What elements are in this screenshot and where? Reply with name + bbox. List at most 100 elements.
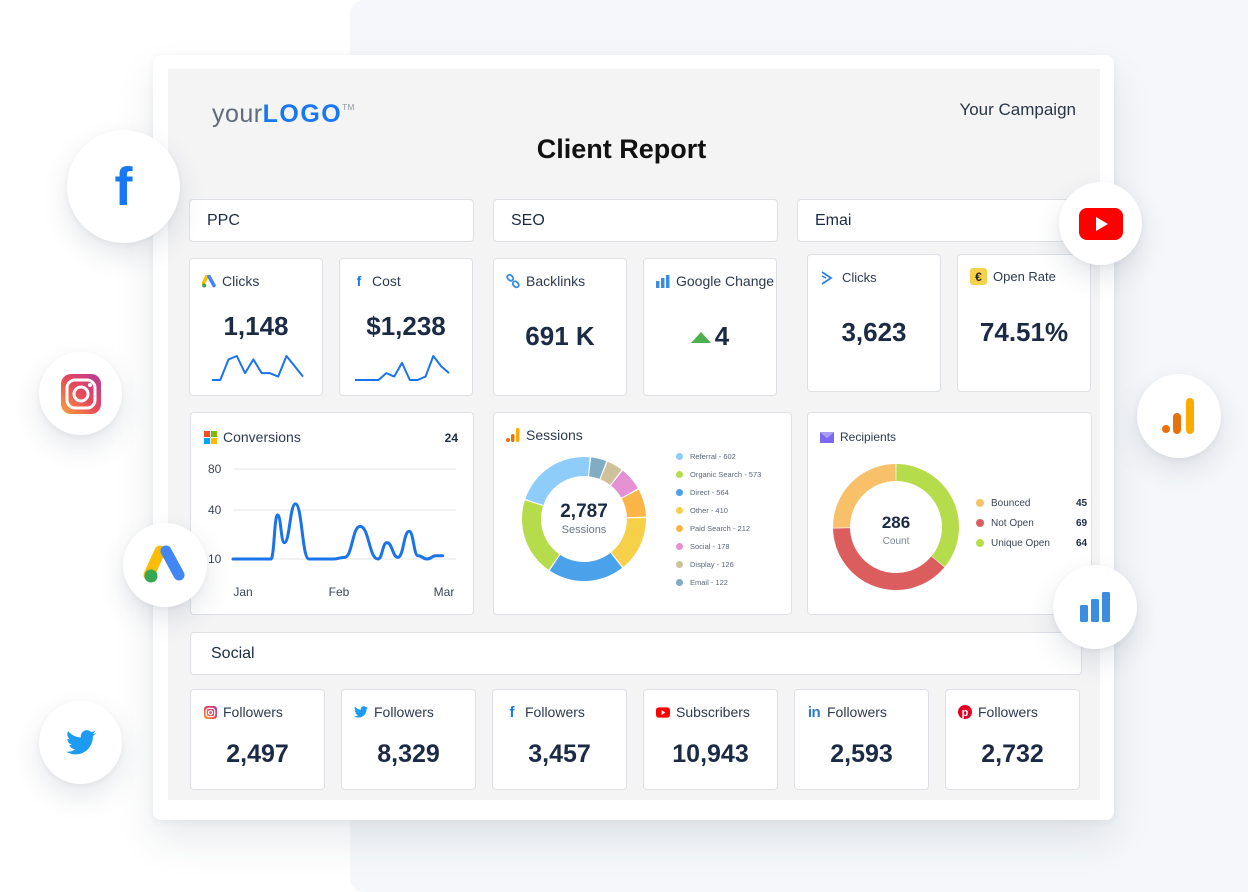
microsoft-icon: [203, 430, 217, 444]
donut-slice-display[interactable]: [600, 461, 622, 485]
legend-item: Other - 410: [676, 501, 761, 519]
card-value: 8,329: [377, 740, 440, 768]
donut-slice-other[interactable]: [611, 518, 646, 567]
pinterest-icon: p: [958, 705, 972, 719]
social-card-twitter[interactable]: Followers 8,329: [341, 689, 476, 790]
ppc-clicks-card[interactable]: Clicks 1,148: [189, 258, 323, 396]
card-label: Conversions: [223, 429, 301, 445]
facebook-bubble: f: [67, 130, 180, 243]
recipients-donut: [833, 464, 959, 590]
card-value: 4: [714, 321, 730, 351]
section-ppc: PPC: [189, 199, 474, 242]
conversions-total: 24: [444, 431, 458, 445]
logo-light-text: your: [212, 100, 263, 128]
email-open-rate-card[interactable]: € Open Rate 74.51%: [957, 254, 1091, 392]
sessions-total: 2,787: [560, 501, 608, 522]
legend-label: Not Open: [991, 517, 1034, 529]
card-value: 3,457: [528, 740, 591, 768]
logo: yourLOGOTM: [212, 100, 355, 129]
sessions-sublabel: Sessions: [561, 524, 607, 536]
facebook-icon: f: [509, 703, 515, 721]
y-tick-label: 80: [208, 462, 222, 476]
legend-label: Email - 122: [690, 577, 728, 587]
recipients-sublabel: Count: [882, 536, 910, 547]
link-icon: [506, 273, 520, 288]
social-card-linkedin[interactable]: in Followers 2,593: [794, 689, 929, 790]
legend-value: 45: [1076, 497, 1088, 509]
instagram-icon: [203, 705, 217, 719]
legend-dot: [676, 506, 683, 514]
seo-backlinks-card[interactable]: Backlinks 691 K: [493, 258, 627, 396]
facebook-icon: f: [114, 156, 133, 217]
google-analytics-bubble: [1137, 374, 1221, 458]
card-value: 10,943: [672, 740, 749, 768]
legend-dot: [676, 452, 683, 460]
card-value: 2,593: [830, 740, 893, 768]
sessions-card[interactable]: Sessions 2,787 Sessions Referral - 602 Or…: [493, 412, 792, 615]
card-label: Followers: [374, 704, 434, 720]
donut-slice-direct[interactable]: [549, 552, 623, 581]
card-label: Recipients: [840, 430, 897, 444]
donut-slice-social[interactable]: [610, 470, 638, 498]
social-card-pinterest[interactable]: p Followers 2,732: [945, 689, 1080, 790]
legend-dot: [976, 539, 984, 547]
google-analytics-icon: [506, 428, 520, 442]
bar-chart-icon: [1080, 592, 1110, 622]
legend-dot: [976, 519, 984, 527]
card-value: 691 K: [525, 321, 595, 351]
card-label: Followers: [525, 704, 585, 720]
social-card-youtube[interactable]: Subscribers 10,943: [643, 689, 778, 790]
card-label: Subscribers: [676, 704, 750, 720]
card-label: Followers: [827, 704, 887, 720]
card-label: Clicks: [222, 273, 260, 289]
y-tick-label: 40: [208, 503, 222, 517]
donut-slice-email[interactable]: [589, 457, 607, 479]
legend-item: Paid Search - 212: [676, 519, 761, 537]
bar-chart-icon: [656, 274, 670, 288]
donut-slice-paid-search[interactable]: [621, 489, 646, 518]
legend-label: Paid Search - 212: [690, 523, 751, 533]
legend-dot: [976, 499, 984, 507]
twitter-icon: [354, 705, 368, 719]
social-card-instagram[interactable]: Followers 2,497: [190, 689, 325, 790]
social-card-facebook[interactable]: f Followers 3,457: [492, 689, 627, 790]
card-value: 2,497: [226, 740, 289, 768]
legend-label: Referral - 602: [690, 451, 736, 461]
recipients-card[interactable]: Recipients 286 Count Bounced 45 Not Open 69…: [807, 412, 1092, 615]
y-tick-label: 10: [208, 552, 222, 566]
legend-label: Social - 178: [690, 541, 730, 551]
donut-slice-referral[interactable]: [525, 457, 590, 506]
legend-value: 69: [1076, 517, 1088, 529]
ppc-cost-card[interactable]: f Cost $1,238: [339, 258, 473, 396]
donut-slice-organic-search[interactable]: [522, 500, 560, 570]
card-value: 2,732: [981, 740, 1044, 768]
section-email: Emai: [797, 199, 1082, 242]
linkedin-icon: in: [807, 703, 821, 721]
x-tick-label: Jan: [233, 585, 252, 599]
donut-slice-unique-open[interactable]: [896, 464, 959, 567]
mailchimp-icon: €: [970, 268, 987, 285]
legend-dot: [676, 560, 683, 568]
legend-label: Display - 126: [690, 559, 734, 569]
donut-slice-bounced[interactable]: [833, 464, 896, 528]
legend-label: Other - 410: [690, 505, 728, 515]
clicks-sparkline: [212, 355, 304, 381]
sessions-legend: Referral - 602 Organic Search - 573 Direct…: [676, 447, 761, 591]
legend-dot: [676, 542, 683, 550]
sparkline-path: [212, 355, 304, 381]
recipients-total: 286: [881, 513, 911, 532]
legend-value: 64: [1076, 537, 1088, 549]
legend-dot: [676, 488, 683, 496]
activecampaign-icon: [820, 270, 834, 285]
youtube-icon: [1078, 207, 1123, 240]
card-label: Backlinks: [526, 273, 586, 289]
twitter-icon: [65, 730, 96, 755]
x-tick-label: Feb: [329, 585, 350, 599]
seo-google-change-card[interactable]: Google Change 4: [643, 258, 777, 396]
email-clicks-card[interactable]: Clicks 3,623: [807, 254, 941, 392]
cost-sparkline: [355, 355, 450, 381]
donut-slice-not-open[interactable]: [833, 528, 945, 590]
up-arrow-icon: [690, 331, 711, 343]
legend-item: Referral - 602: [676, 447, 761, 465]
conversions-card[interactable]: Conversions 24 80 40 10 Jan Feb Mar: [190, 412, 474, 615]
